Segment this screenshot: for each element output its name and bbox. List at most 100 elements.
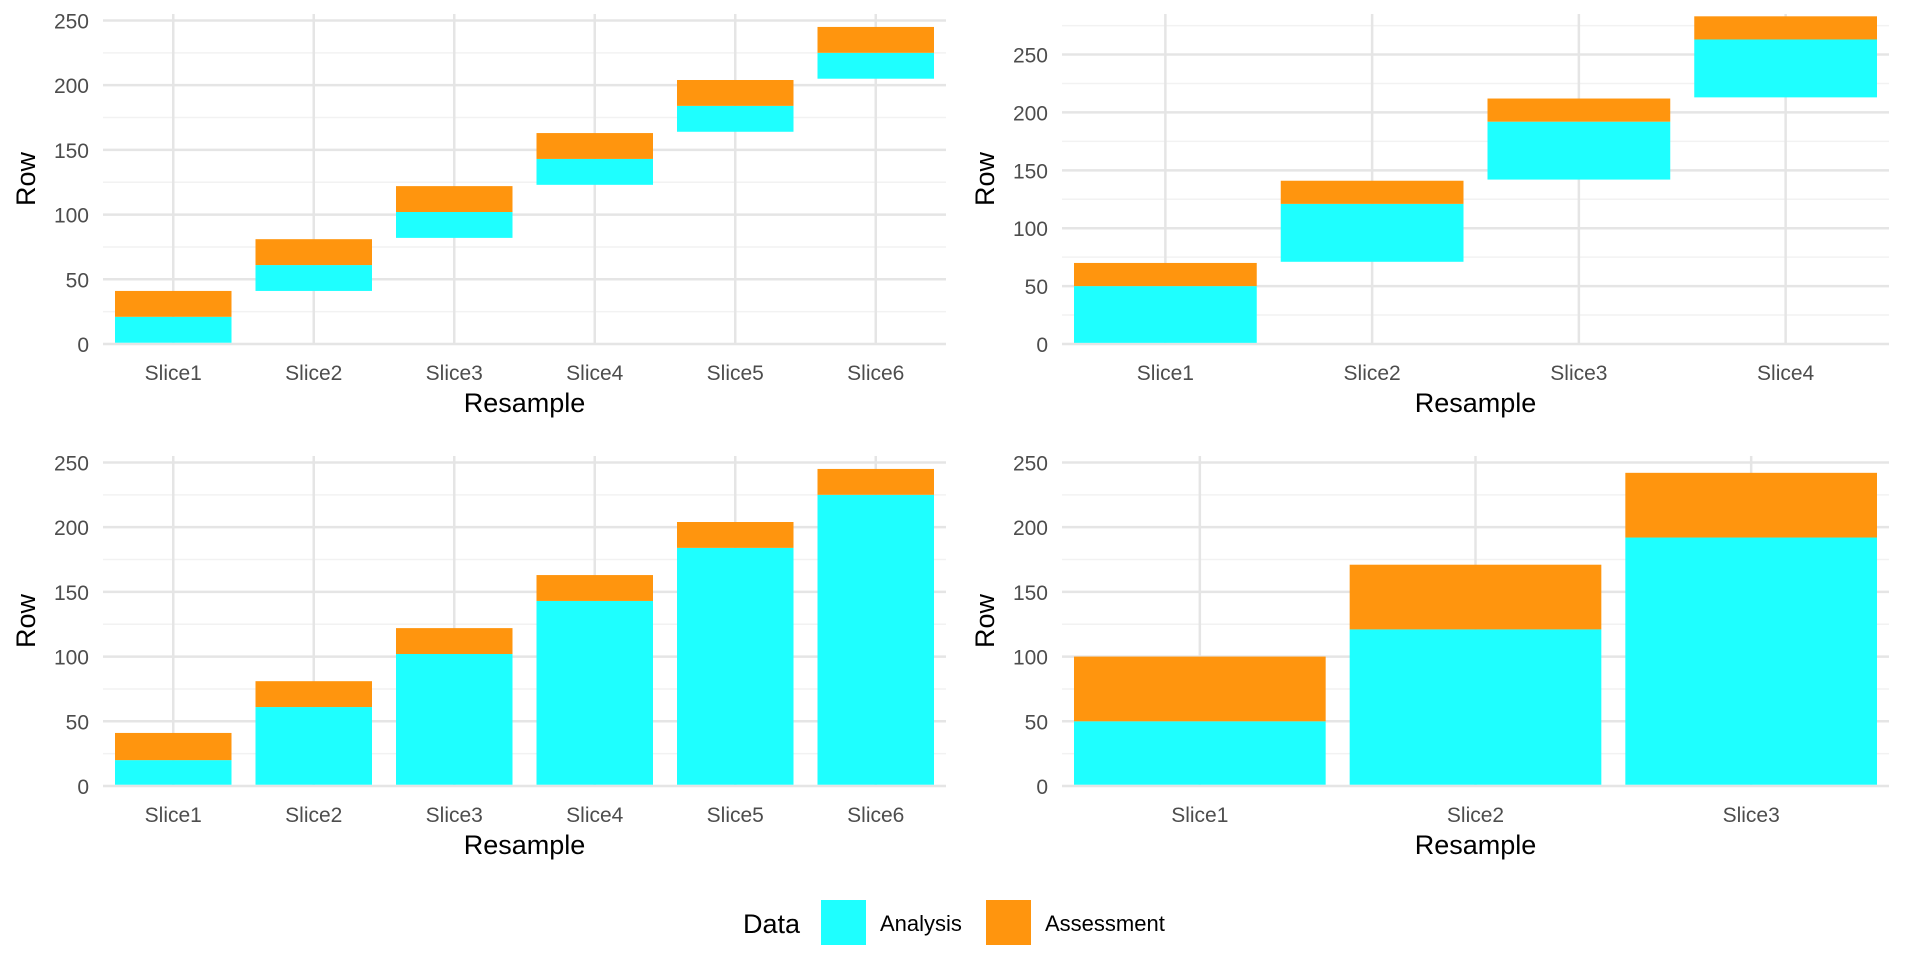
y-tick-label: 250	[1013, 452, 1048, 475]
bar-assessment-slice3	[396, 186, 513, 212]
bar-assessment-slice5	[677, 80, 794, 106]
legend: Data Analysis Assessment	[743, 900, 1165, 945]
y-tick-label: 100	[1013, 218, 1048, 241]
bar-assessment-slice2	[1280, 180, 1464, 204]
bar-analysis-slice4	[536, 600, 653, 785]
bar-assessment-slice3	[1625, 472, 1877, 538]
x-axis-title: Resample	[1415, 830, 1537, 860]
y-tick-label: 100	[54, 205, 89, 228]
y-tick-label: 0	[77, 776, 89, 799]
legend-label-assessment: Assessment	[1045, 911, 1165, 936]
bar-analysis-slice1	[115, 316, 232, 343]
bar-assessment-slice6	[817, 26, 934, 53]
y-tick-label: 0	[1036, 334, 1048, 357]
panel-bottom-left: 0 50 100 150 200 250 Slice1 Slice2 Slice3 Slice4 S…	[11, 452, 946, 860]
bar-analysis-slice5	[677, 547, 794, 785]
bar-assessment-slice3	[1487, 98, 1671, 122]
bar-analysis-slice1	[115, 760, 232, 785]
legend-key-analysis	[821, 900, 866, 945]
y-axis-title: Row	[970, 593, 1000, 648]
bar-analysis-slice4	[536, 158, 653, 185]
x-axis-title: Resample	[464, 830, 586, 860]
y-tick-label: 0	[77, 334, 89, 357]
legend-label-analysis: Analysis	[880, 911, 962, 936]
bar-assessment-slice4	[1694, 16, 1877, 40]
bar-assessment-slice4	[536, 575, 653, 601]
x-tick-label: Slice3	[1723, 804, 1780, 827]
bar-analysis-slice3	[396, 212, 513, 238]
bar-assessment-slice2	[255, 239, 372, 266]
x-tick-label: Slice6	[847, 362, 904, 385]
x-tick-label: Slice3	[426, 804, 483, 827]
y-tick-label: 50	[1025, 276, 1048, 299]
y-axis-title: Row	[11, 593, 41, 648]
x-tick-label: Slice4	[566, 804, 624, 827]
y-tick-label: 100	[54, 647, 89, 670]
x-axis-title: Resample	[1415, 388, 1537, 418]
bar-analysis-slice2	[1280, 203, 1464, 262]
bar-assessment-slice3	[396, 628, 513, 654]
legend-key-assessment	[986, 900, 1031, 945]
x-tick-label: Slice1	[145, 804, 202, 827]
bar-analysis-slice2	[255, 265, 372, 291]
bar-analysis-slice5	[677, 105, 794, 132]
x-tick-label: Slice2	[1447, 804, 1504, 827]
panel-bottom-right: 0 50 100 150 200 250 Slice1 Slice2 Slice3 Resampl…	[970, 452, 1889, 860]
bar-analysis-slice3	[1625, 537, 1877, 785]
bar-analysis-slice6	[817, 52, 934, 79]
y-axis-title: Row	[11, 151, 41, 206]
bar-analysis-slice3	[1487, 121, 1671, 180]
y-tick-label: 250	[54, 10, 89, 33]
bar-assessment-slice1	[1074, 656, 1326, 722]
x-tick-label: Slice1	[145, 362, 202, 385]
bar-assessment-slice6	[817, 468, 934, 495]
y-tick-label: 50	[66, 711, 89, 734]
bar-assessment-slice2	[1349, 564, 1602, 630]
y-tick-label: 50	[66, 269, 89, 292]
bar-assessment-slice4	[536, 133, 653, 159]
bar-analysis-slice2	[1349, 629, 1602, 785]
x-tick-label: Slice5	[707, 804, 764, 827]
y-tick-label: 250	[1013, 45, 1048, 68]
y-tick-label: 0	[1036, 776, 1048, 799]
x-tick-label: Slice5	[707, 362, 764, 385]
y-tick-label: 150	[54, 140, 89, 163]
bar-assessment-slice1	[115, 732, 232, 761]
y-axis-title: Row	[970, 151, 1000, 206]
panel-top-right: 0 50 100 150 200 250 Slice1 Slice2 Slice3 Slice4 R…	[970, 14, 1889, 418]
bar-analysis-slice1	[1074, 721, 1326, 785]
y-tick-label: 150	[1013, 160, 1048, 183]
bar-analysis-slice3	[396, 654, 513, 785]
x-tick-label: Slice2	[1344, 362, 1401, 385]
y-tick-label: 200	[54, 517, 89, 540]
y-tick-label: 150	[1013, 582, 1048, 605]
y-tick-label: 200	[1013, 517, 1048, 540]
y-tick-label: 200	[1013, 102, 1048, 125]
bar-assessment-slice5	[677, 522, 794, 548]
x-tick-label: Slice3	[1550, 362, 1607, 385]
bar-assessment-slice2	[255, 681, 372, 708]
x-tick-label: Slice1	[1137, 362, 1194, 385]
bar-analysis-slice4	[1694, 39, 1877, 98]
x-axis-title: Resample	[464, 388, 586, 418]
y-tick-label: 50	[1025, 711, 1048, 734]
x-tick-label: Slice2	[285, 362, 342, 385]
y-tick-label: 200	[54, 75, 89, 98]
bar-analysis-slice1	[1074, 286, 1257, 343]
x-tick-label: Slice4	[1757, 362, 1815, 385]
x-tick-label: Slice3	[426, 362, 483, 385]
x-tick-label: Slice4	[566, 362, 624, 385]
bar-assessment-slice1	[115, 290, 232, 317]
y-tick-label: 150	[54, 582, 89, 605]
bar-assessment-slice1	[1074, 262, 1257, 287]
bar-analysis-slice6	[817, 494, 934, 785]
y-tick-label: 250	[54, 452, 89, 475]
x-tick-label: Slice2	[285, 804, 342, 827]
y-tick-label: 100	[1013, 647, 1048, 670]
bar-analysis-slice2	[255, 707, 372, 785]
panel-top-left: 0 50 100 150 200 250 Slice1 Slice2 Slice3 Slice4 S…	[11, 10, 946, 418]
x-tick-label: Slice1	[1171, 804, 1228, 827]
legend-title: Data	[743, 909, 801, 939]
x-tick-label: Slice6	[847, 804, 904, 827]
